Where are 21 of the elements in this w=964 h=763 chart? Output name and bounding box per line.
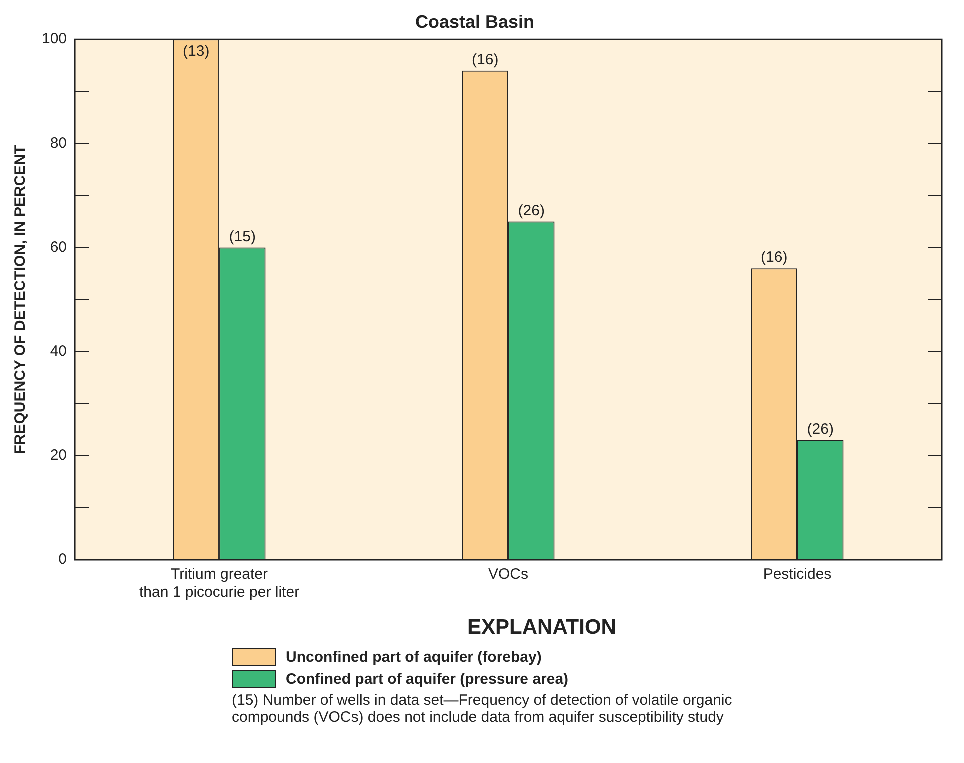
legend-label: Unconfined part of aquifer (forebay)	[286, 648, 542, 666]
y-tick-label: 60	[50, 238, 68, 256]
chart-title: Coastal Basin	[415, 12, 535, 32]
x-tick-label: Pesticides	[763, 566, 832, 584]
annotation: (26)	[518, 202, 545, 220]
y-axis-title: FREQUENCY OF DETECTION, IN PERCENT	[12, 145, 30, 454]
annotation: (13)	[183, 43, 210, 60]
y-tick-label: 20	[50, 447, 68, 464]
legend-label: Confined part of aquifer (pressure area)	[286, 670, 569, 688]
y-tick-label: 100	[42, 30, 68, 48]
y-tick-label: 80	[50, 134, 68, 152]
y-tick-label: 0	[58, 551, 68, 568]
annotation: (26)	[807, 420, 834, 438]
y-tick-label: 40	[50, 342, 68, 360]
legend-title: EXPLANATION	[468, 616, 616, 640]
annotation: (16)	[472, 51, 499, 68]
annotation: (15)	[229, 228, 256, 246]
text: (15) Number of wells in data set—Frequency of detection of volatile organic compounds (VOCs) does not include data from aquifer susceptibility study	[232, 692, 734, 726]
annotation: (16)	[761, 249, 788, 266]
x-tick-label: Tritium greater than 1 picocurie per liter	[139, 566, 300, 602]
x-tick-label: VOCs	[488, 566, 529, 584]
